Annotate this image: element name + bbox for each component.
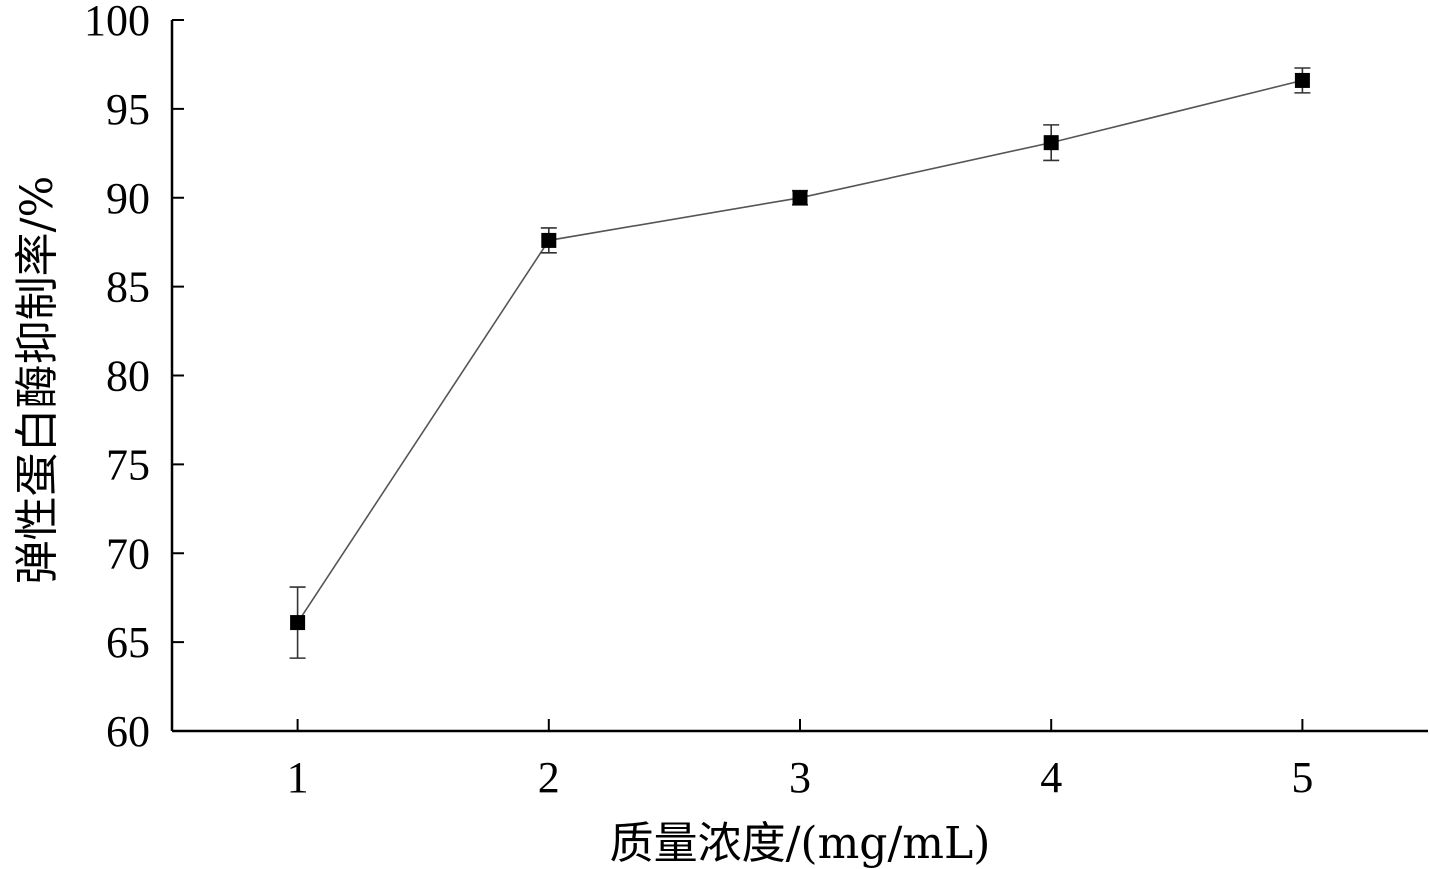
y-tick-label: 100: [84, 0, 150, 45]
data-point: [1043, 135, 1059, 151]
series-group: [289, 67, 1311, 659]
y-tick-label: 60: [106, 707, 150, 756]
x-tick-label: 1: [287, 753, 309, 802]
axes: [170, 20, 1428, 733]
data-point: [541, 232, 557, 248]
y-tick-label: 70: [106, 529, 150, 578]
y-tick-label: 85: [106, 263, 150, 312]
y-ticks: 60 65 70 75 80 85 90 95 100: [84, 0, 184, 756]
y-tick-label: 80: [106, 352, 150, 401]
x-ticks: 1 2 3 4 5: [287, 719, 1313, 802]
data-point: [792, 190, 808, 206]
y-axis-title: 弹性蛋白酶抑制率/%: [12, 176, 63, 585]
x-tick-label: 2: [538, 753, 560, 802]
data-point: [290, 615, 306, 631]
series-line: [296, 79, 1303, 624]
x-axis-title: 质量浓度/(mg/mL): [610, 818, 991, 869]
y-tick-label: 75: [106, 440, 150, 489]
y-tick-label: 90: [106, 174, 150, 223]
data-point: [1294, 72, 1310, 88]
x-tick-label: 3: [789, 753, 811, 802]
y-tick-label: 95: [106, 85, 150, 134]
x-tick-label: 4: [1040, 753, 1062, 802]
x-tick-label: 5: [1291, 753, 1313, 802]
y-tick-label: 65: [106, 618, 150, 667]
